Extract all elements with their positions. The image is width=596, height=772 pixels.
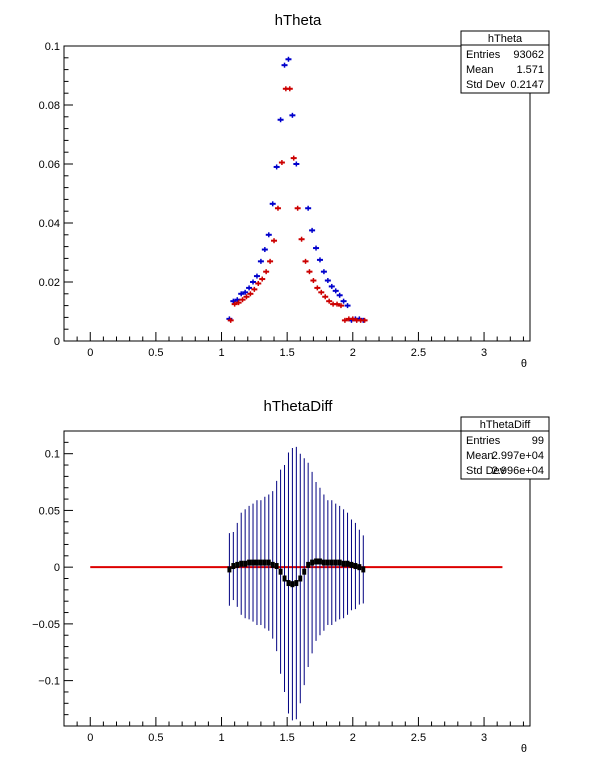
data-point	[314, 558, 319, 565]
x-tick-label: 0.5	[148, 347, 163, 359]
data-point	[294, 580, 299, 587]
data-point	[251, 559, 255, 566]
data-point	[270, 561, 275, 568]
data-point	[278, 568, 283, 575]
data-point	[227, 566, 232, 573]
data-point	[243, 560, 248, 567]
data-point	[341, 560, 346, 567]
data-point	[361, 566, 366, 573]
data-point	[258, 559, 263, 566]
stats-label-stddev: Std Dev	[466, 465, 506, 477]
x-tick-label: 0.5	[148, 732, 163, 744]
data-point	[247, 559, 252, 566]
y-tick-label: 0.08	[39, 100, 60, 112]
stats-value-stddev: 0.2147	[510, 79, 544, 91]
stats-box-frame	[460, 30, 550, 94]
data-point	[254, 559, 259, 566]
x-axis-label: θ	[521, 358, 527, 370]
stats-box: hTheta Entries 93062 Mean 1.571 Std Dev …	[460, 30, 550, 94]
stats-label-mean: Mean	[466, 450, 494, 462]
y-tick-label: 0.02	[39, 277, 60, 289]
x-tick-label: 1	[218, 732, 224, 744]
data-point	[349, 561, 354, 568]
x-tick-label: 1	[218, 347, 224, 359]
stats-name: hThetaDiff	[480, 419, 531, 431]
data-point	[290, 581, 295, 588]
data-point	[231, 563, 236, 570]
plot-frame	[63, 45, 531, 342]
stats-label-entries: Entries	[466, 49, 501, 61]
y-tick-label: 0.1	[45, 41, 60, 53]
x-tick-label: 1.5	[280, 347, 295, 359]
stats-value-stddev: 2.996e+04	[492, 465, 544, 477]
data-point	[337, 559, 342, 566]
x-tick-label: 2	[350, 347, 356, 359]
stats-value-entries: 99	[532, 435, 544, 447]
plot-area: 0 0.5 1 1.5 2 2.5 3 −0.1 −0.05 0 0.05 0.1	[32, 430, 524, 744]
data-point	[345, 560, 350, 567]
data-point	[274, 563, 279, 570]
stats-label-stddev: Std Dev	[466, 79, 506, 91]
stats-value-mean: 2.997e+04	[492, 450, 544, 462]
y-tick-label: 0	[54, 336, 60, 348]
data-point	[262, 559, 267, 566]
x-tick-label: 3	[481, 732, 487, 744]
y-tick-label: 0	[54, 562, 60, 574]
data-point	[266, 559, 271, 566]
stats-value-mean: 1.571	[516, 64, 544, 76]
data-point	[286, 580, 291, 587]
x-tick-label: 2.5	[411, 347, 426, 359]
plot-area: 0 0.5 1 1.5 2 2.5 3 0 0.02 0.04 0.06 0.08 0.1	[39, 41, 524, 359]
chart-title: hTheta	[275, 12, 322, 29]
stats-label-mean: Mean	[466, 64, 494, 76]
data-point	[353, 563, 358, 570]
x-axis-label: θ	[521, 743, 527, 755]
data-point	[329, 559, 334, 566]
chart-title: hThetaDiff	[264, 398, 334, 415]
stats-value-entries: 93062	[513, 49, 544, 61]
data-point	[310, 559, 315, 566]
hthetadiff-panel: hThetaDiff 0 0.5 1 1.5 2 2.5 3 −0.1 −0.05 0 0.05 0.…	[32, 398, 550, 755]
y-tick-label: 0.04	[39, 218, 60, 230]
data-point	[357, 564, 362, 571]
stats-label-entries: Entries	[466, 435, 501, 447]
data-point	[321, 559, 326, 566]
x-tick-label: 0	[87, 347, 93, 359]
stats-name: hTheta	[488, 33, 523, 45]
y-tick-label: −0.05	[32, 619, 60, 631]
y-tick-label: −0.1	[38, 676, 60, 688]
x-tick-label: 2.5	[411, 732, 426, 744]
data-point	[298, 575, 303, 582]
x-tick-label: 2	[350, 732, 356, 744]
data-point	[239, 560, 244, 567]
y-tick-label: 0.1	[45, 449, 60, 461]
x-tick-label: 0	[87, 732, 93, 744]
htheta-panel: hTheta 0 0.5 1 1.5 2 2.5 3 0 0.02 0.04 0.06 0.08 0.1…	[39, 12, 550, 370]
y-tick-label: 0.05	[39, 505, 60, 517]
x-tick-label: 3	[481, 347, 487, 359]
data-point	[302, 568, 307, 575]
data-point	[282, 575, 287, 582]
data-point	[306, 561, 311, 568]
stats-box-frame	[460, 416, 550, 480]
y-tick-label: 0.06	[39, 159, 60, 171]
data-point	[325, 559, 330, 566]
data-point	[235, 561, 240, 568]
data-point	[318, 558, 322, 565]
stats-box: hThetaDiff Entries 99 Mean 2.997e+04 Std…	[460, 416, 550, 480]
x-tick-label: 1.5	[280, 732, 295, 744]
data-point	[333, 559, 338, 566]
